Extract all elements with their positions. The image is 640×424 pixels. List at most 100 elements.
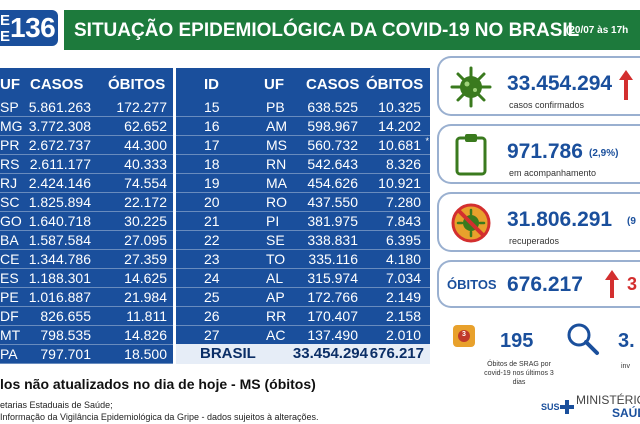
cell-casos: 454.626	[307, 175, 358, 191]
deaths-value: 676.217	[507, 273, 583, 296]
cell-casos: 826.655	[40, 308, 91, 324]
table-header: UF CASOS ÓBITOS	[0, 76, 173, 96]
cell-asterisk: *	[425, 136, 429, 146]
cell-uf: ES	[0, 270, 19, 286]
cell-obitos: 14.826	[124, 327, 167, 343]
update-date: (20/07 às 17h	[566, 25, 629, 36]
cell-id: 23	[204, 251, 220, 267]
cell-obitos: 14.202	[378, 118, 421, 134]
srag-deaths-value: 195	[500, 330, 534, 352]
table-row: SC 1.825.894 22.172	[0, 193, 173, 212]
cell-obitos: 7.280	[385, 194, 421, 210]
cell-casos: 170.407	[307, 308, 358, 324]
cell-uf: PI	[266, 213, 280, 229]
table-row: PR 2.672.737 44.300	[0, 136, 173, 155]
page-title: SITUAÇÃO EPIDEMIOLÓGICA DA COVID-19 NO B…	[74, 20, 580, 41]
virus-icon	[450, 66, 492, 108]
table-row: 18 RN 542.643 8.326	[176, 155, 430, 174]
cell-obitos: 10.681	[378, 137, 421, 153]
cell-uf: AL	[266, 270, 284, 286]
ministry-logo-line-1: MINISTÉRIO D	[576, 393, 640, 407]
header-uf: UF	[0, 76, 20, 93]
recovered-percent: (9	[627, 216, 636, 227]
table-row: 19 MA 454.626 10.921	[176, 174, 430, 193]
table-row: 23 TO 335.116 4.180	[176, 250, 430, 269]
arrow-up-icon	[619, 70, 633, 100]
cell-uf: RJ	[0, 175, 18, 191]
table-row: ES 1.188.301 14.625	[0, 269, 173, 288]
table-row: PE 1.016.887 21.984	[0, 288, 173, 307]
cell-casos: 5.861.263	[28, 99, 91, 115]
cell-uf: CE	[0, 251, 20, 267]
cell-obitos: 6.395	[385, 232, 421, 248]
cell-casos: 1.016.887	[28, 289, 91, 305]
cell-id: 27	[204, 327, 220, 343]
cell-casos: 542.643	[307, 156, 358, 172]
confirmed-cases-label: casos confirmados	[509, 100, 585, 110]
table-row: BA 1.587.584 27.095	[0, 231, 173, 250]
cell-casos: 560.732	[307, 137, 358, 153]
table-row: CE 1.344.786 27.359	[0, 250, 173, 269]
cell-uf: PB	[266, 99, 285, 115]
title-bar: SITUAÇÃO EPIDEMIOLÓGICA DA COVID-19 NO B…	[64, 10, 640, 50]
header-obitos: ÓBITOS	[366, 76, 424, 93]
table-row: 27 AC 137.490 2.010	[176, 326, 430, 345]
cell-casos: 2.424.146	[28, 175, 91, 191]
cell-casos: 638.525	[307, 99, 358, 115]
cell-obitos: 7.034	[385, 270, 421, 286]
cell-casos: 3.772.308	[28, 118, 91, 134]
table-row: GO 1.640.718 30.225	[0, 212, 173, 231]
cell-casos: 1.587.584	[28, 232, 91, 248]
table-row: 16 AM 598.967 14.202	[176, 117, 430, 136]
logo-letter-top: E	[0, 12, 11, 29]
table-row: 17 MS 560.732 10.681 *	[176, 136, 430, 155]
cell-obitos: 10.921	[378, 175, 421, 191]
cell-obitos: 11.811	[126, 308, 167, 324]
follow-up-percent: (2,9%)	[589, 148, 619, 159]
brasil-total-row: BRASIL 33.454.294 676.217	[176, 344, 430, 364]
states-table-right: ID UF CASOS ÓBITOS 15 PB 638.525 10.325 16 AM…	[176, 68, 430, 364]
table-row: 15 PB 638.525 10.325	[176, 98, 430, 117]
recovered-label: recuperados	[509, 236, 560, 246]
header-obitos: ÓBITOS	[108, 76, 166, 93]
header-casos: CASOS	[30, 76, 84, 93]
cell-id: 24	[204, 270, 220, 286]
bulletin-number-logo: E E 136	[0, 10, 58, 46]
follow-up-label: em acompanhamento	[509, 168, 597, 178]
table-row: MT 798.535 14.826	[0, 326, 173, 345]
cell-casos: 437.550	[307, 194, 358, 210]
cell-obitos: 27.359	[124, 251, 167, 267]
table-row: PA 797.701 18.500	[0, 345, 173, 364]
cell-uf: GO	[0, 213, 22, 229]
table-header: ID UF CASOS ÓBITOS	[176, 76, 430, 96]
cell-id: 18	[204, 156, 220, 172]
cell-casos: 381.975	[307, 213, 358, 229]
table-row: 20 RO 437.550 7.280	[176, 193, 430, 212]
deaths-panel: ÓBITOS 676.217 3	[437, 260, 640, 308]
table-row: 26 RR 170.407 2.158	[176, 307, 430, 326]
cell-uf: DF	[0, 308, 19, 324]
cell-obitos: 2.158	[385, 308, 421, 324]
cell-obitos: 172.277	[116, 99, 167, 115]
table-row: 25 AP 172.766 2.149	[176, 288, 430, 307]
cell-obitos: 44.300	[124, 137, 167, 153]
cell-obitos: 21.984	[124, 289, 167, 305]
cell-id: 17	[204, 137, 220, 153]
cell-obitos: 30.225	[124, 213, 167, 229]
recovered-value: 31.806.291	[507, 208, 613, 231]
cell-obitos: 4.180	[385, 251, 421, 267]
sus-logo: SUS	[541, 402, 560, 412]
logo-letter-bottom: E	[0, 28, 11, 45]
cell-casos: 797.701	[40, 346, 91, 362]
header-casos: CASOS	[306, 76, 360, 93]
cell-id: 22	[204, 232, 220, 248]
cell-obitos: 27.095	[124, 232, 167, 248]
cell-obitos: 2.149	[385, 289, 421, 305]
investigation-value: 3.	[618, 330, 635, 352]
header-id: ID	[204, 76, 219, 93]
cell-casos: 1.344.786	[28, 251, 91, 267]
calendar-badge: 3	[462, 331, 466, 338]
cell-obitos: 74.554	[124, 175, 167, 191]
table-row: RJ 2.424.146 74.554	[0, 174, 173, 193]
